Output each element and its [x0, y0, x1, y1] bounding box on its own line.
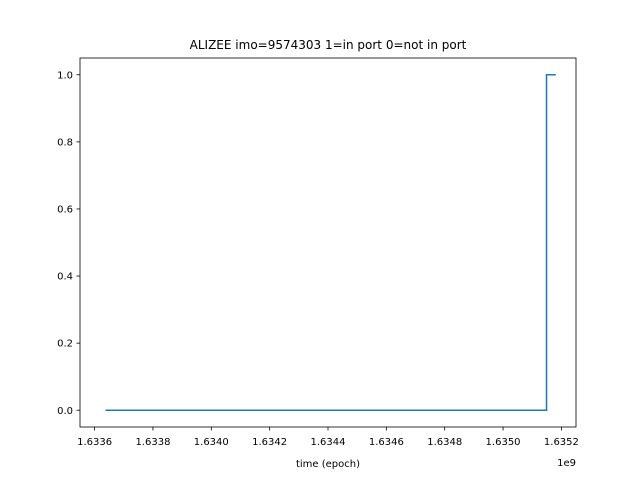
x-axis: 1.6336 1.6338 1.6340 1.6342 1.6344 1.6346 1.63… [77, 427, 579, 448]
y-tick-label: 0.8 [57, 137, 73, 148]
series-line [105, 74, 556, 411]
axes-frame [79, 57, 577, 428]
y-tick-label: 0.2 [57, 339, 73, 350]
y-axis: 0.0 0.2 0.4 0.6 0.8 1.0 [57, 70, 80, 417]
plot-area [105, 74, 556, 411]
y-tick-label: 0.6 [57, 205, 73, 216]
x-axis-label: time (epoch) [296, 459, 360, 470]
x-tick-label: 1.6342 [252, 437, 287, 448]
y-tick-label: 1.0 [57, 70, 73, 81]
x-offset-label: 1e9 [557, 458, 576, 469]
x-tick-label: 1.6350 [486, 437, 521, 448]
x-tick-label: 1.6346 [369, 437, 404, 448]
y-tick-label: 0.4 [57, 272, 73, 283]
x-tick-label: 1.6338 [135, 437, 170, 448]
x-tick-label: 1.6352 [544, 437, 579, 448]
y-tick-label: 0.0 [57, 406, 73, 417]
x-tick-label: 1.6336 [77, 437, 112, 448]
x-tick-label: 1.6348 [427, 437, 462, 448]
chart-title: ALIZEE imo=9574303 1=in port 0=not in po… [190, 38, 467, 52]
x-tick-label: 1.6344 [311, 437, 346, 448]
x-tick-label: 1.6340 [194, 437, 229, 448]
